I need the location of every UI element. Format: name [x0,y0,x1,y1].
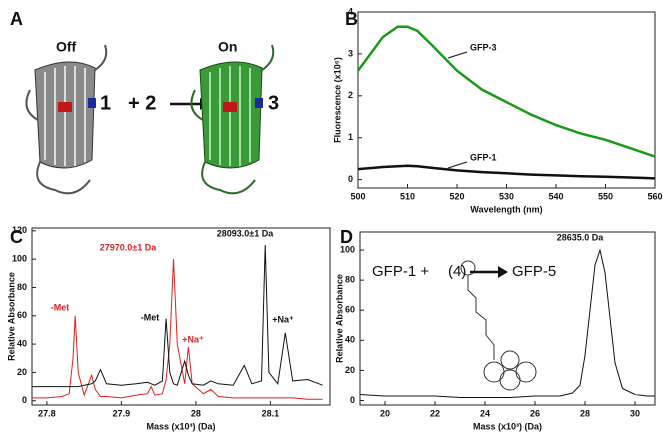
y-tick-label: 3 [348,48,353,58]
y-tick-label: 100 [340,244,355,254]
y-tick-label: 0 [348,174,353,184]
y-axis-label: Relative Absorbance [6,272,16,361]
label-arrow [447,161,468,169]
y-tick-label: 120 [12,225,27,235]
x-tick-label: 28.1 [262,408,280,418]
reaction-arrow-head [498,266,508,278]
x-tick-label: 550 [598,191,613,201]
annotation: 28093.0±1 Da [217,228,274,238]
state-label: On [218,39,237,55]
x-tick-label: 28 [191,408,201,418]
y-tick-label: 40 [345,335,355,345]
plot-frame [357,11,656,189]
panel-a: A Off On 1 + 2 3 [10,9,279,195]
y-tick-label: 0 [350,395,355,405]
y-tick-label: 100 [12,254,27,264]
x-tick-label: 560 [647,191,662,201]
y-tick-label: 4 [348,6,353,16]
panel-letter: C [10,227,23,247]
series-line [32,259,323,400]
plot-frame [31,227,331,406]
label-arrow [447,51,468,59]
series-label: GFP-3 [470,42,497,52]
compound-label: 1 [100,92,111,114]
series-line [32,244,323,388]
panel-letter: D [340,227,353,247]
annotation: (4) [448,263,466,280]
y-tick-label: 80 [345,275,355,285]
y-tick-label: 40 [17,338,27,348]
y-tick-label: 60 [17,310,27,320]
x-tick-label: 510 [400,191,415,201]
panel-letter: A [10,9,23,29]
series-line [359,248,655,398]
x-tick-label: 26 [530,408,540,418]
protein-on [190,44,275,195]
y-tick-label: 60 [345,305,355,315]
y-tick-label: 20 [345,365,355,375]
x-axis-label: Wavelength (nm) [470,204,542,214]
state-label: Off [56,39,77,55]
x-tick-label: 27.8 [38,408,56,418]
y-tick-label: 0 [22,395,27,405]
series-line [357,164,656,180]
y-axis-label: Relative Absorbance [334,274,344,363]
y-tick-label: 2 [348,90,353,100]
reaction-text: + 2 [128,92,156,114]
x-tick-label: 520 [449,191,464,201]
annotation: +Na⁺ [272,314,294,324]
series-line [356,25,656,158]
compound-label: 3 [268,92,279,114]
annotation: -Met [51,302,70,312]
x-tick-label: 540 [548,191,563,201]
x-tick-label: 22 [430,408,440,418]
plot-frame [359,231,656,406]
x-tick-label: 500 [350,191,365,201]
series-label: GFP-1 [470,152,497,162]
annotation: 27970.0±1 Da [100,242,157,252]
annotation: -Met [141,312,160,322]
x-tick-label: 20 [380,408,390,418]
y-tick-label: 80 [17,282,27,292]
annotation: GFP-5 [512,263,556,280]
x-tick-label: 27.9 [113,408,131,418]
protein-off [25,44,108,195]
x-tick-label: 530 [499,191,514,201]
annotation: 28635.0 Da [557,232,605,242]
y-tick-label: 1 [348,132,353,142]
x-tick-label: 28 [580,408,590,418]
annotation: +Na⁺ [182,334,204,344]
x-tick-label: 24 [480,408,490,418]
molecule [460,260,537,391]
x-axis-label: Mass (x10³) (Da) [473,421,542,431]
y-axis-label: Fluorescence (x10⁶) [332,57,342,143]
panel-letter: B [345,9,358,29]
x-tick-label: 30 [630,408,640,418]
annotation: GFP-1 + [372,263,429,280]
y-tick-label: 20 [17,367,27,377]
x-axis-label: Mass (x10³) (Da) [146,421,215,431]
